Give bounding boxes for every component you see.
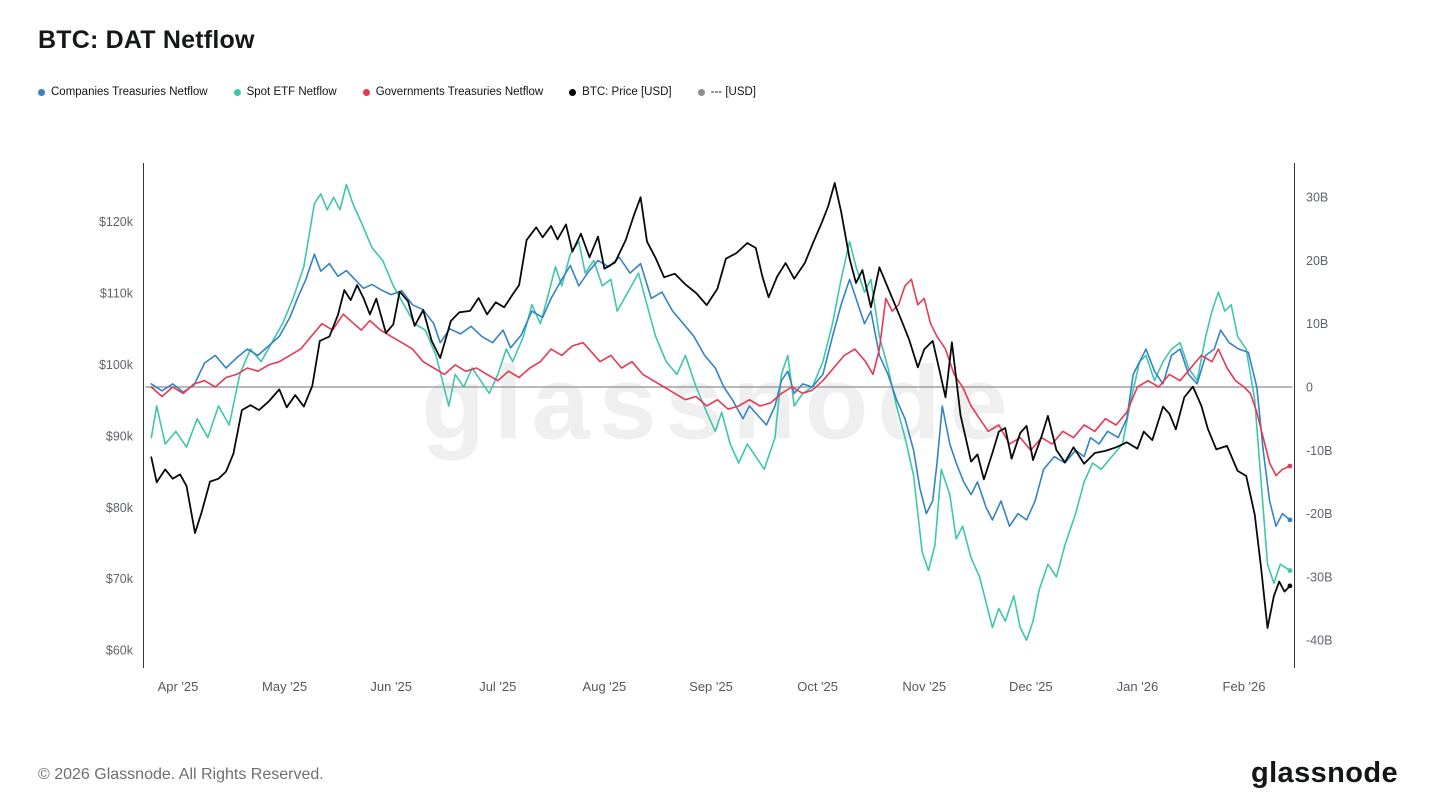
y-right-tick-label: -20B [1306, 507, 1332, 521]
y-right-tick-label: -10B [1306, 444, 1332, 458]
x-tick-label: Sep '25 [689, 679, 733, 694]
copyright-text: © 2026 Glassnode. All Rights Reserved. [38, 766, 324, 783]
y-left-tick-label: $80k [106, 501, 134, 515]
x-tick-label: Nov '25 [902, 679, 946, 694]
x-tick-label: May '25 [262, 679, 307, 694]
x-tick-label: Oct '25 [797, 679, 838, 694]
legend-label: Governments Treasuries Netflow [375, 86, 544, 98]
glassnode-logo: glassnode [1250, 757, 1398, 789]
legend: Companies Treasuries Netflow Spot ETF Net… [38, 86, 756, 98]
y-left-tick-label: $120k [99, 215, 134, 229]
legend-label: Companies Treasuries Netflow [51, 86, 208, 98]
y-left-tick-label: $110k [100, 287, 134, 301]
legend-item-governments-treasuries-netflow[interactable]: Governments Treasuries Netflow [362, 86, 544, 98]
glassnode-watermark: glassnode [421, 345, 1017, 462]
legend-label: Spot ETF Netflow [246, 86, 337, 98]
legend-item-companies-treasuries-netflow[interactable]: Companies Treasuries Netflow [38, 86, 208, 98]
x-tick-label: Dec '25 [1009, 679, 1053, 694]
series-line-spot-etf-netflow [150, 183, 1291, 641]
series-end-dot-spot-etf-netflow [1287, 568, 1293, 573]
x-tick-label: Aug '25 [583, 679, 627, 694]
y-left-tick-label: $100k [99, 358, 134, 372]
y-right-tick-label: 30B [1306, 191, 1328, 205]
legend-label: BTC: Price [USD] [582, 86, 672, 98]
legend-item-usd[interactable]: --- [USD] [697, 86, 756, 98]
series-end-dot-companies-treasuries-netflow [1287, 517, 1293, 523]
y-left-tick-label: $60k [106, 644, 134, 658]
legend-dot-icon [362, 88, 370, 96]
y-right-tick-label: 20B [1306, 254, 1328, 268]
series-end-dot-btc-price-usd [1287, 583, 1293, 589]
y-right-tick-label: -40B [1306, 634, 1332, 648]
legend-label: --- [USD] [710, 86, 756, 98]
x-tick-label: Feb '26 [1223, 679, 1266, 694]
legend-item-spot-etf-netflow[interactable]: Spot ETF Netflow [233, 86, 337, 98]
y-left-tick-label: $90k [106, 429, 134, 443]
legend-item-btc-price-usd[interactable]: BTC: Price [USD] [569, 86, 672, 98]
x-tick-label: Jun '25 [370, 679, 412, 694]
legend-dot-icon [569, 88, 577, 96]
legend-dot-icon [233, 88, 241, 96]
series-line-companies-treasuries-netflow [150, 253, 1291, 527]
x-tick-label: Jul '25 [479, 679, 516, 694]
series-line-governments-treasuries-netflow [150, 278, 1291, 477]
legend-dot-icon [697, 88, 705, 96]
series-end-dot-governments-treasuries-netflow [1287, 463, 1293, 469]
x-tick-label: Apr '25 [158, 679, 199, 694]
y-left-tick-label: $70k [106, 572, 134, 586]
y-right-tick-label: 10B [1306, 317, 1328, 331]
y-right-tick-label: -30B [1306, 570, 1332, 584]
legend-dot-icon [38, 88, 45, 96]
x-tick-label: Jan '26 [1117, 679, 1159, 694]
page-title: BTC: DAT Netflow [38, 26, 255, 54]
y-right-tick-label: 0 [1306, 381, 1313, 395]
series-line-btc-price-usd [150, 182, 1291, 629]
